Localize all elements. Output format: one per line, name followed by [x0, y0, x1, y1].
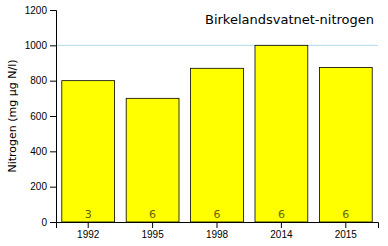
tick-mark — [50, 222, 56, 223]
count-label: 6 — [214, 208, 221, 221]
tick-mark — [50, 116, 56, 117]
tick-mark — [50, 10, 56, 11]
axis-line — [57, 223, 379, 229]
tick-label: 2015 — [335, 229, 358, 240]
marks — [56, 45, 378, 222]
tick-mark — [152, 222, 153, 228]
tick: 200 — [30, 181, 56, 192]
bar — [191, 68, 244, 222]
tick-mark — [50, 81, 56, 82]
bar — [126, 98, 179, 222]
tick-label: 1000 — [25, 40, 48, 51]
chart: 1992 1995 1998 2014 2015 0 200 400 600 800 1000 120… — [0, 0, 388, 246]
tick: 1995 — [141, 222, 164, 240]
count-label: 6 — [149, 208, 156, 221]
tick-label: 1998 — [206, 229, 229, 240]
tick: 400 — [30, 146, 56, 157]
bar — [255, 45, 308, 222]
tick-label: 200 — [30, 181, 47, 192]
tick: 1992 — [77, 222, 100, 240]
tick-mark — [50, 45, 56, 46]
count-label: 6 — [342, 208, 349, 221]
plot: 1992 1995 1998 2014 2015 0 200 400 600 800 1000 120… — [25, 5, 379, 240]
count-label: 3 — [85, 208, 92, 221]
bar — [62, 81, 115, 222]
x-axis: 1992 1995 1998 2014 2015 — [57, 222, 379, 240]
tick-mark — [88, 222, 89, 228]
tick: 1200 — [25, 5, 56, 16]
y-axis: 0 200 400 600 800 1000 1200 — [25, 5, 57, 228]
count-label: 6 — [278, 208, 285, 221]
tick: 800 — [30, 75, 56, 86]
tick-label: 0 — [41, 217, 47, 228]
tick: 1998 — [206, 222, 229, 240]
tick-mark — [50, 187, 56, 188]
tick-mark — [281, 222, 282, 228]
tick-label: 1992 — [77, 229, 100, 240]
tick-mark — [50, 151, 56, 152]
reference-line — [56, 45, 378, 46]
tick-mark — [345, 222, 346, 228]
tick-mark — [217, 222, 218, 228]
tick: 1000 — [25, 40, 56, 51]
tick-label: 600 — [30, 111, 47, 122]
tick-label: 1995 — [141, 229, 164, 240]
tick-label: 1200 — [25, 5, 48, 16]
bar — [319, 67, 372, 222]
axis-line — [50, 11, 57, 223]
tick-label: 2014 — [270, 229, 293, 240]
tick-label: 800 — [30, 75, 47, 86]
tick: 600 — [30, 111, 56, 122]
y-axis-label: Nitrogen (mg μg N/l) — [6, 59, 19, 172]
tick: 2014 — [270, 222, 293, 240]
tick: 2015 — [335, 222, 358, 240]
count-labels: 3 6 6 6 6 — [85, 208, 350, 221]
title: Birkelandsvatnet-nitrogen — [205, 12, 374, 27]
tick: 0 — [41, 217, 56, 228]
tick-label: 400 — [30, 146, 47, 157]
